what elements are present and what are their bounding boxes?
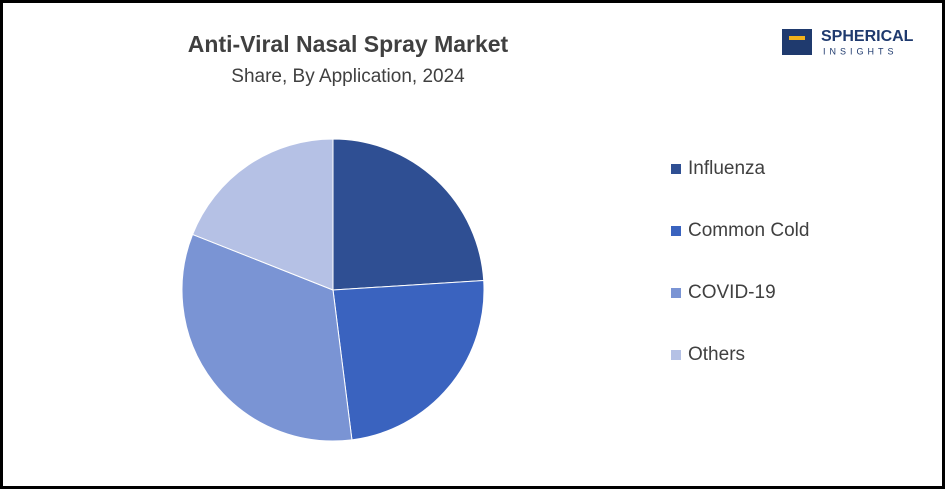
chart: Anti-Viral Nasal Spray Market Share, By … xyxy=(181,28,914,442)
logo-icon-bar xyxy=(789,36,805,40)
logo-name: SPHERICAL xyxy=(821,28,914,45)
legend-swatch xyxy=(671,226,681,236)
legend-swatch xyxy=(671,164,681,174)
legend-label: Influenza xyxy=(688,158,766,179)
chart-title: Anti-Viral Nasal Spray Market xyxy=(188,31,509,57)
pie-slice xyxy=(181,233,353,442)
logo-icon xyxy=(782,29,812,55)
logo-tagline: INSIGHTS xyxy=(823,46,898,56)
legend-label: Others xyxy=(688,344,745,365)
legend-label: COVID-19 xyxy=(688,282,776,303)
legend-swatch xyxy=(671,350,681,360)
pie-slice xyxy=(332,279,485,441)
legend-swatch xyxy=(671,288,681,298)
pie-slice xyxy=(332,138,485,291)
chart-subtitle: Share, By Application, 2024 xyxy=(231,66,465,87)
pie-slice xyxy=(191,138,334,291)
legend-label: Common Cold xyxy=(688,220,809,241)
logo: SPHERICAL INSIGHTS xyxy=(782,28,914,56)
